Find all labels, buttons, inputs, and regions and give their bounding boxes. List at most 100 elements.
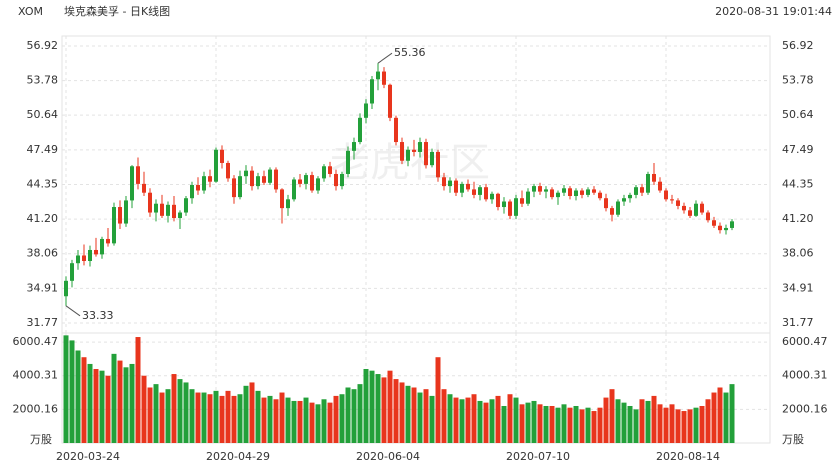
volume-bar <box>435 357 441 443</box>
volume-bar <box>561 404 567 443</box>
candle-body <box>76 255 80 264</box>
candle-body <box>166 204 170 216</box>
candle-body <box>532 186 536 192</box>
candle-body <box>394 117 398 143</box>
volume-bar <box>117 360 123 443</box>
volume-bar <box>663 407 669 443</box>
candle-body <box>232 178 236 198</box>
volume-bar <box>423 389 429 443</box>
volume-bar <box>645 400 651 443</box>
volume-bar <box>477 400 483 443</box>
candle-body <box>598 192 602 199</box>
volume-bar <box>657 404 663 443</box>
candle-body <box>676 200 680 206</box>
volume-bar <box>297 400 303 443</box>
volume-bar <box>525 402 531 443</box>
candle-body <box>610 208 614 215</box>
volume-tick-label: 6000.47 <box>13 335 59 348</box>
volume-bar <box>321 399 327 443</box>
candle-body <box>640 187 644 193</box>
candle-body <box>664 190 668 200</box>
candle-body <box>682 205 686 211</box>
volume-bar <box>141 375 147 443</box>
y-tick-label: 34.91 <box>27 281 59 294</box>
candle-body <box>376 71 380 80</box>
volume-bar <box>231 395 237 443</box>
candle-body <box>304 175 308 184</box>
candle-body <box>154 203 158 213</box>
candle-body <box>556 192 560 198</box>
candle-body <box>400 142 404 161</box>
volume-bar <box>447 394 453 443</box>
candle-body <box>88 249 92 261</box>
candle-body <box>352 142 356 151</box>
volume-bar <box>309 402 315 443</box>
volume-bar <box>615 399 621 443</box>
volume-bar <box>159 392 165 443</box>
volume-bar <box>723 392 729 443</box>
candle-body <box>406 149 410 161</box>
y-tick-label: 56.92 <box>27 39 59 52</box>
volume-bar <box>507 394 513 443</box>
volume-bar <box>711 392 717 443</box>
volume-bar <box>639 399 645 443</box>
volume-bar <box>345 387 351 443</box>
candle-body <box>586 189 590 195</box>
candle-body <box>502 201 506 208</box>
volume-bar <box>207 394 213 443</box>
volume-tick-label: 6000.47 <box>782 335 828 348</box>
candle-body <box>226 162 230 179</box>
y-tick-label: 44.35 <box>782 177 814 190</box>
volume-bar <box>285 397 291 443</box>
volume-bar <box>501 405 507 443</box>
candle-body <box>652 173 656 182</box>
candle-body <box>574 190 578 197</box>
x-tick-label: 2020-04-29 <box>206 450 270 463</box>
candle-body <box>604 198 608 209</box>
volume-bar <box>633 409 639 443</box>
volume-bar <box>291 400 297 443</box>
candle-body <box>718 225 722 231</box>
volume-bar <box>81 357 87 443</box>
candle-body <box>124 200 128 224</box>
chart-title: 埃克森美孚 - 日K线图 <box>64 4 170 18</box>
volume-bar <box>441 389 447 443</box>
candle-body <box>646 173 650 193</box>
volume-bar <box>681 411 687 443</box>
candle-body <box>358 117 362 143</box>
annotation: 33.33 <box>82 309 114 322</box>
volume-bar <box>243 385 249 443</box>
volume-tick-label: 2000.16 <box>13 402 59 415</box>
candle-body <box>322 166 326 179</box>
volume-bar <box>177 379 183 443</box>
volume-bar <box>603 397 609 443</box>
candle-body <box>466 183 470 190</box>
volume-bar <box>705 399 711 443</box>
candle-body <box>514 198 518 216</box>
candle-body <box>286 199 290 209</box>
candle-body <box>418 142 422 152</box>
volume-bar <box>627 405 633 443</box>
y-tick-label: 38.06 <box>782 247 814 260</box>
volume-bar <box>549 405 555 443</box>
candle-body <box>628 194 632 199</box>
volume-bar <box>261 397 267 443</box>
volume-bar <box>135 337 141 443</box>
volume-bar <box>513 397 519 443</box>
candle-body <box>220 149 224 163</box>
candle-body <box>706 212 710 221</box>
y-tick-label: 41.20 <box>782 212 814 225</box>
candle-body <box>310 175 314 191</box>
candle-body <box>442 177 446 187</box>
volume-bar <box>87 363 93 443</box>
candle-body <box>346 150 350 174</box>
volume-bar <box>279 392 285 443</box>
candle-body <box>82 255 86 261</box>
candle-body <box>484 187 488 200</box>
x-tick-label: 2020-07-10 <box>506 450 570 463</box>
candle-body <box>526 191 530 204</box>
volume-bar <box>687 409 693 443</box>
volume-bar <box>99 370 105 443</box>
volume-bar <box>567 407 573 443</box>
